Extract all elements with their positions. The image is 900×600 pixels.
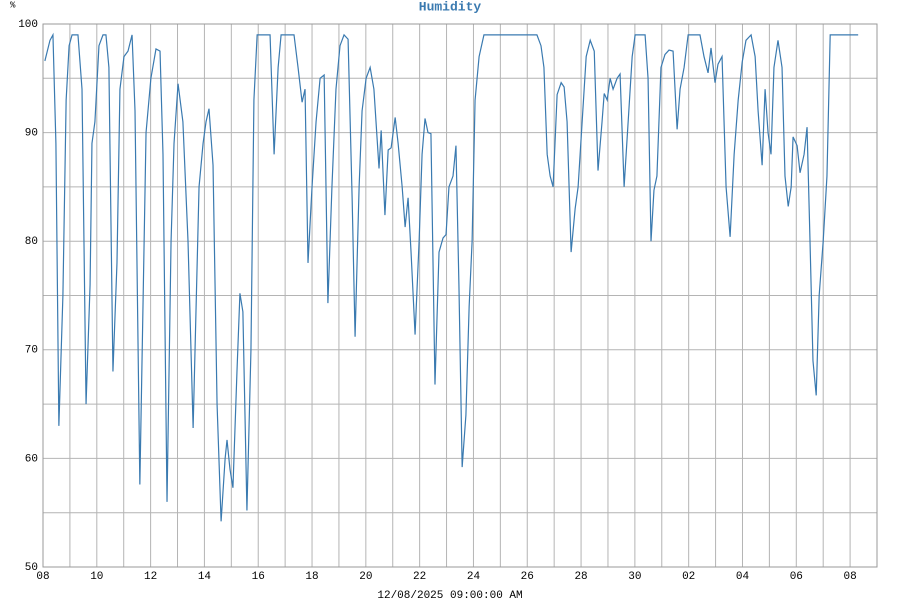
y-tick-label: 90 bbox=[25, 128, 38, 140]
y-unit: % bbox=[10, 0, 16, 10]
y-tick-label: 60 bbox=[25, 453, 38, 465]
humidity-line bbox=[44, 32, 859, 522]
x-tick-label: 28 bbox=[574, 571, 587, 583]
x-tick-label: 08 bbox=[843, 571, 856, 583]
x-axis-label: 12/08/2025 09:00:00 AM bbox=[377, 590, 522, 600]
x-tick-label: 26 bbox=[521, 571, 534, 583]
y-tick-label: 80 bbox=[25, 236, 38, 248]
x-tick-label: 22 bbox=[413, 571, 426, 583]
x-tick-label: 08 bbox=[36, 571, 49, 583]
x-tick-label: 18 bbox=[305, 571, 318, 583]
y-tick-label: 70 bbox=[25, 345, 38, 357]
x-tick-label: 30 bbox=[628, 571, 641, 583]
y-tick-label: 50 bbox=[25, 562, 38, 574]
x-tick-label: 16 bbox=[252, 571, 265, 583]
x-tick-label: 04 bbox=[736, 571, 750, 583]
x-tick-label: 10 bbox=[90, 571, 103, 583]
x-tick-label: 06 bbox=[790, 571, 803, 583]
x-tick-label: 02 bbox=[682, 571, 695, 583]
y-tick-label: 100 bbox=[18, 19, 38, 31]
x-tick-label: 20 bbox=[359, 571, 372, 583]
x-tick-label: 24 bbox=[467, 571, 481, 583]
x-tick-label: 14 bbox=[198, 571, 212, 583]
x-tick-label: 12 bbox=[144, 571, 157, 583]
chart-title: Humidity bbox=[419, 0, 482, 14]
plot-frame bbox=[42, 23, 878, 568]
